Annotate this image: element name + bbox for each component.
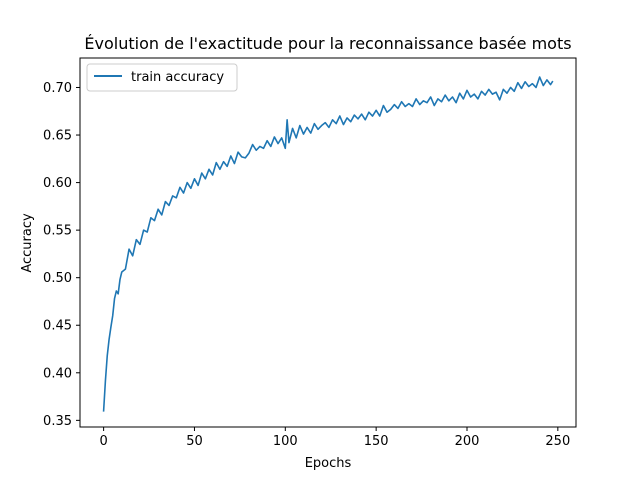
x-tick-label: 100 (273, 434, 298, 449)
x-tick-label: 50 (186, 434, 203, 449)
x-tick-label: 250 (545, 434, 570, 449)
y-tick-label: 0.50 (43, 271, 72, 286)
y-tick-label: 0.60 (43, 176, 72, 191)
x-tick-label: 150 (364, 434, 389, 449)
x-tick-label: 200 (455, 434, 480, 449)
y-tick-label: 0.65 (43, 129, 72, 144)
legend-box (86, 63, 238, 92)
axes-frame (79, 57, 577, 428)
legend-entry-train-accuracy: train accuracy (131, 70, 224, 85)
x-tick-label: 0 (99, 434, 107, 449)
x-axis-label: Epochs (305, 456, 352, 471)
legend: train accuracy (86, 63, 238, 92)
y-tick-label: 0.70 (43, 81, 72, 96)
y-tick-label: 0.40 (43, 366, 72, 381)
y-tick-label: 0.35 (43, 414, 72, 429)
plot-area: 0 50 100 150 200 250 0.35 0.40 0.45 0.50 0.55 0.60 0… (43, 57, 577, 449)
chart-title: Évolution de l'exactitude pour la reconn… (84, 34, 571, 53)
y-axis-label: Accuracy (20, 213, 35, 273)
series-line-0 (102, 76, 554, 412)
y-tick-label: 0.45 (43, 319, 72, 334)
y-tick-label: 0.55 (43, 224, 72, 239)
